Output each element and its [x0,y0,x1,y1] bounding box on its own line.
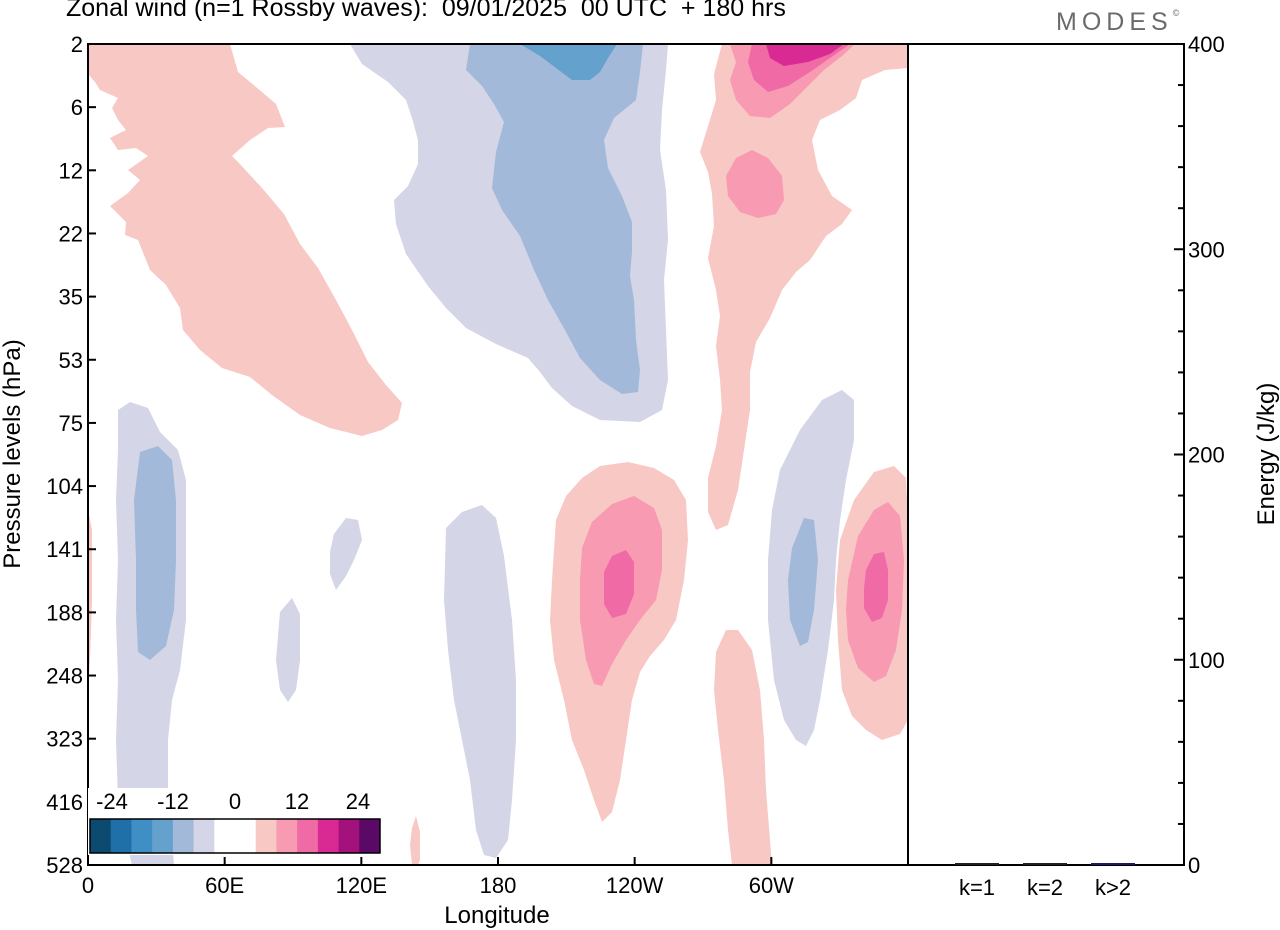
energy-tick-label: 100 [1188,648,1225,673]
contour-positive-lower-column [714,630,772,865]
longitude-axis: 0 60E 120E 180 120W 60W [82,857,794,898]
colorbar-label: 0 [229,789,241,814]
energy-bar [1023,863,1067,865]
y-axis-title: Pressure levels (hPa) [0,339,26,568]
colorbar-swatch [317,819,340,853]
colorbar-swatch [214,819,236,853]
contour-positive-isolated-upper [726,150,784,218]
modes-logo: MODES© [1056,8,1179,37]
energy-tick-label: 200 [1188,443,1225,468]
energy-tick-label: 400 [1188,32,1225,57]
x-tick-label: 60E [205,873,244,898]
colorbar-label: -12 [157,789,189,814]
y-tick-label: 22 [59,221,83,246]
energy-axis-title: Energy (J/kg) [1253,383,1280,526]
y-tick-label: 188 [46,600,83,625]
energy-bars: k=1 k=2 k>2 [955,863,1135,900]
colorbar-swatch [276,819,298,853]
y-tick-label: 141 [46,537,83,562]
colorbar-swatch [338,819,360,853]
colorbar-label: 24 [346,789,370,814]
contour-negative-top-core [520,44,617,80]
chart-title: Zonal wind (n=1 Rossby waves): 09/01/202… [66,0,786,22]
colorbar-swatch [255,819,277,853]
contour-positive-sliver [410,816,420,865]
contour-field [88,44,908,865]
y-tick-label: 2 [71,32,83,57]
contour-positive-upper-left [88,44,402,436]
energy-bar [955,863,999,865]
y-tick-label: 75 [59,411,83,436]
contour-negative-small-2 [330,518,362,590]
contour-negative-right-core [788,518,818,646]
colorbar: -24 -12 0 12 24 [88,788,382,855]
contour-positive-right-core [864,552,888,622]
energy-frame [907,43,1185,866]
x-tick-label: 120W [606,873,664,898]
contour-positive-central-core [604,550,634,618]
colorbar-label: 12 [285,789,309,814]
y-tick-label: 6 [71,95,83,120]
energy-category-label: k=2 [1027,875,1063,900]
colorbar-border [89,818,381,854]
y-tick-label: 528 [46,853,83,878]
x-axis-title: Longitude [444,902,549,929]
brand-mark: © [1172,8,1180,18]
energy-tick-label: 300 [1188,237,1225,262]
pressure-axis: 2 6 12 22 35 53 75 104 141 188 248 323 416 528 [46,32,96,878]
colorbar-swatch [359,819,381,853]
colorbar-swatch [235,819,257,853]
colorbar-swatch [110,819,132,853]
brand-text: MODES [1056,8,1173,36]
x-tick-label: 0 [82,873,94,898]
colorbar-swatch [90,819,112,853]
energy-bar [1091,863,1135,865]
contour-positive-upper-right-4 [766,44,844,66]
y-tick-label: 248 [46,664,83,689]
colorbar-swatch [193,819,215,853]
contour-negative-dateline [444,505,516,858]
contour-negative-lower-left-core [134,446,176,660]
y-tick-label: 53 [59,348,83,373]
colorbar-swatch [172,819,195,853]
y-tick-label: 323 [46,727,83,752]
colorbar-label: -24 [96,789,128,814]
energy-axis: 0 100 200 300 400 [1174,32,1225,878]
colorbar-swatch [297,819,319,853]
y-tick-label: 104 [46,474,83,499]
y-tick-label: 35 [59,285,83,310]
energy-category-label: k=1 [959,875,995,900]
y-tick-label: 416 [46,790,83,815]
contour-negative-small-1 [276,598,300,702]
colorbar-swatch [131,819,153,853]
energy-tick-label: 0 [1188,853,1200,878]
colorbar-swatch [152,819,174,853]
energy-category-label: k>2 [1095,875,1131,900]
x-tick-label: 60W [749,873,794,898]
x-tick-label: 180 [480,873,517,898]
y-tick-label: 12 [59,158,83,183]
x-tick-label: 120E [336,873,387,898]
contour-negative-upper-core [466,44,643,394]
